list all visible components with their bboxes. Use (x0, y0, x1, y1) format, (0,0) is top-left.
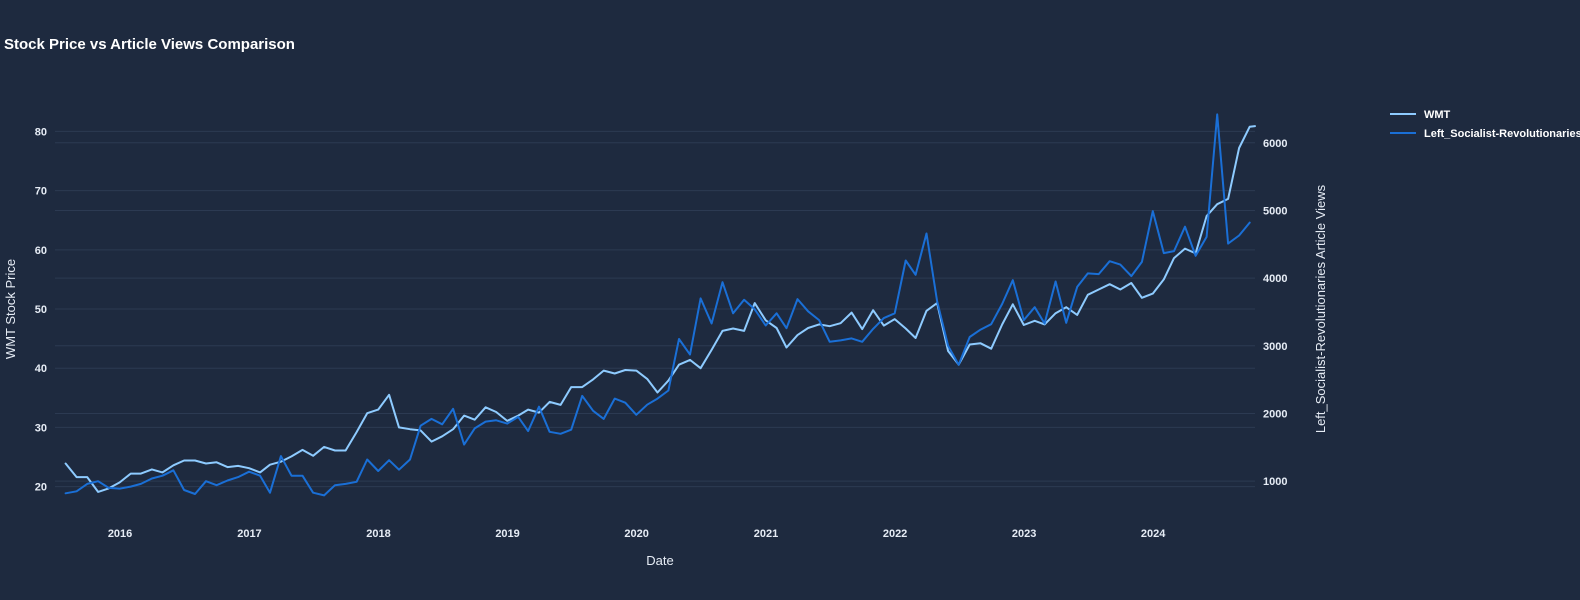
y-left-axis-label: WMT Stock Price (3, 259, 18, 359)
x-tick-label: 2021 (754, 528, 778, 540)
y-right-tick-label: 3000 (1263, 341, 1287, 353)
y-right-tick-label: 2000 (1263, 408, 1287, 420)
x-axis-ticks: 2016 2017 2018 2019 2020 2021 2022 2023 2024 (108, 528, 1166, 540)
x-tick-label: 2023 (1012, 528, 1036, 540)
y-left-tick-label: 30 (35, 422, 47, 434)
grid-lines (55, 130, 1255, 488)
y-right-axis-label: Left_Socialist-Revolutionaries Article V… (1313, 184, 1328, 433)
x-tick-label: 2019 (495, 528, 519, 540)
x-tick-label: 2017 (237, 528, 261, 540)
series-line-wmt (64, 125, 1256, 493)
y-left-tick-label: 60 (35, 245, 47, 257)
y-right-axis-ticks: 1000 2000 3000 4000 5000 6000 (1263, 138, 1287, 488)
legend-label-left-sr: Left_Socialist-Revolutionaries (1424, 128, 1580, 140)
x-tick-label: 2016 (108, 528, 132, 540)
y-left-tick-label: 20 (35, 482, 47, 494)
y-left-tick-label: 50 (35, 304, 47, 316)
x-axis-label: Date (646, 553, 673, 568)
y-right-tick-label: 4000 (1263, 273, 1287, 285)
y-left-tick-label: 80 (35, 126, 47, 138)
x-tick-label: 2020 (624, 528, 648, 540)
series-layer (64, 113, 1256, 497)
y-left-tick-label: 40 (35, 363, 47, 375)
y-right-tick-label: 5000 (1263, 205, 1287, 217)
x-tick-label: 2024 (1141, 528, 1166, 540)
series-line-left-sr (64, 113, 1251, 497)
x-tick-label: 2022 (883, 528, 907, 540)
legend-label-wmt: WMT (1424, 109, 1451, 121)
y-left-axis-ticks: 20 30 40 50 60 70 80 (35, 126, 47, 493)
y-right-tick-label: 1000 (1263, 476, 1287, 488)
legend[interactable]: WMT Left_Socialist-Revolutionaries (1390, 109, 1580, 140)
y-left-tick-label: 70 (35, 186, 47, 198)
y-right-tick-label: 6000 (1263, 138, 1287, 150)
chart-title: Stock Price vs Article Views Comparison (4, 36, 295, 53)
x-tick-label: 2018 (366, 528, 390, 540)
